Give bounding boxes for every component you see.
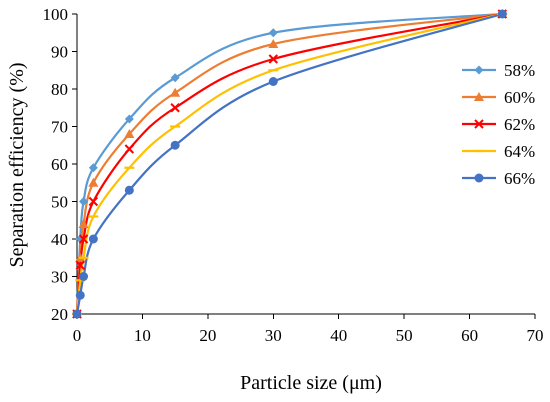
legend-marker [474, 92, 484, 101]
data-point [124, 114, 134, 124]
legend: 58% 60% 62% 64% 66% [462, 61, 535, 188]
data-point [268, 28, 278, 38]
legend-marker [474, 173, 484, 183]
legend-marker [474, 65, 484, 75]
data-point [88, 163, 98, 173]
data-point [124, 185, 134, 195]
series-line-3 [75, 12, 504, 316]
legend-label: 62% [504, 115, 535, 134]
y-tick-label: 50 [51, 193, 68, 212]
y-tick-label: 30 [51, 268, 68, 287]
y-tick-label: 40 [51, 230, 68, 249]
data-point [170, 87, 181, 97]
data-point [78, 219, 89, 228]
data-point [170, 73, 180, 83]
data-point [88, 177, 99, 187]
x-tick-label: 10 [134, 326, 151, 345]
data-point [79, 197, 89, 206]
series-lines [75, 12, 504, 316]
x-axis-title: Particle size (μm) [240, 372, 382, 394]
series-line-2 [75, 12, 504, 316]
y-tick-label: 100 [43, 5, 69, 24]
data-point [268, 39, 279, 48]
series-markers [72, 9, 508, 319]
data-point [79, 272, 89, 281]
series-line-0 [75, 12, 504, 316]
legend-label: 66% [504, 169, 535, 188]
y-tick-label: 20 [51, 305, 68, 324]
data-point [268, 54, 278, 64]
legend-marker [474, 119, 484, 129]
legend-label: 64% [504, 142, 535, 161]
x-tick-label: 0 [73, 326, 82, 345]
data-point [124, 129, 135, 138]
x-tick-label: 50 [396, 326, 413, 345]
data-point [497, 9, 507, 19]
data-point [170, 140, 180, 150]
data-point [78, 234, 89, 244]
data-point [170, 103, 180, 113]
y-tick-label: 60 [51, 155, 68, 174]
data-point [88, 196, 99, 207]
y-tick-label: 90 [51, 43, 68, 62]
y-tick-label: 80 [51, 80, 68, 99]
axes: 0 10 20 30 40 50 60 70 20 30 40 50 60 70 80 90 100 [43, 5, 544, 345]
data-point [75, 260, 85, 270]
x-tick-label: 70 [527, 326, 544, 345]
legend-label: 58% [504, 61, 535, 80]
legend-label: 60% [504, 88, 535, 107]
x-tick-label: 40 [330, 326, 347, 345]
data-point [88, 234, 98, 244]
y-axis-title: Separation efficiency (%) [6, 62, 28, 267]
x-tick-label: 20 [199, 326, 216, 345]
data-point [268, 77, 278, 86]
data-point [75, 290, 85, 300]
data-point [72, 309, 82, 319]
x-tick-label: 60 [461, 326, 478, 345]
x-tick-label: 30 [265, 326, 282, 345]
series-line-1 [75, 12, 504, 316]
y-tick-label: 70 [51, 118, 68, 137]
series-line-4 [75, 12, 504, 316]
data-point [124, 144, 135, 154]
